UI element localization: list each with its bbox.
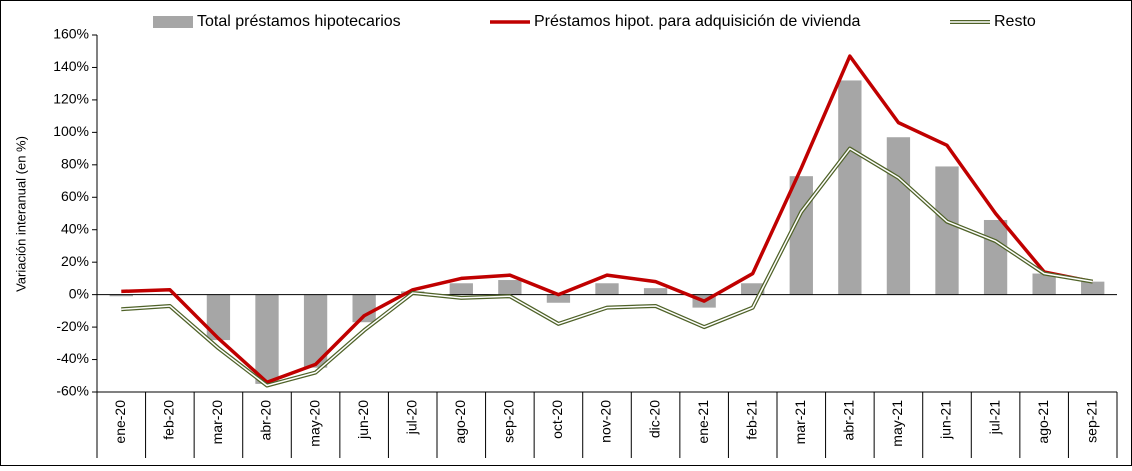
x-tick-label: nov-20 (598, 400, 614, 443)
x-tick-label: jul-21 (986, 400, 1002, 435)
x-tick-label: jun-21 (938, 400, 954, 440)
y-tick-label: 0% (69, 285, 89, 301)
x-tick-label: mar-20 (209, 400, 225, 445)
y-tick-label: 140% (53, 58, 89, 74)
bar (546, 294, 571, 303)
y-tick-label: -40% (56, 350, 89, 366)
x-tick-label: feb-21 (743, 400, 759, 440)
legend-label: Resto (994, 13, 1036, 30)
x-tick-label: may-20 (306, 400, 322, 447)
bar (352, 294, 376, 323)
bar (983, 219, 1008, 295)
bar (109, 294, 133, 297)
x-tick-label: sep-21 (1083, 400, 1099, 443)
bar (206, 294, 231, 341)
x-tick-label: mar-21 (792, 400, 808, 445)
x-tick-label: abr-20 (258, 400, 274, 441)
x-tick-label: may-21 (889, 400, 905, 447)
x-tick-label: abr-21 (841, 400, 857, 441)
y-tick-label: 120% (53, 91, 89, 107)
y-tick-label: 20% (61, 253, 89, 269)
y-axis-label: Variación interanual (en %) (13, 136, 28, 292)
bar (643, 288, 668, 295)
bar (1081, 281, 1105, 295)
line-inner (121, 147, 1093, 387)
bar (1032, 273, 1056, 295)
bar (255, 294, 279, 384)
bar (886, 137, 911, 295)
x-tick-label: jul-20 (403, 400, 419, 435)
x-tick-label: ago-21 (1035, 400, 1051, 444)
x-tick-label: jun-20 (355, 400, 371, 440)
legend-label: Total préstamos hipotecarios (197, 13, 401, 30)
x-tick-label: dic-20 (646, 400, 662, 438)
bar (595, 283, 619, 295)
y-tick-label: 40% (61, 220, 89, 236)
bar (838, 80, 862, 295)
line-series (121, 54, 1094, 385)
y-tick-label: 80% (61, 156, 89, 172)
y-tick-label: -60% (56, 383, 89, 399)
y-tick-label: 100% (53, 123, 89, 139)
y-tick-label: -20% (56, 318, 89, 334)
y-tick-label: 160% (53, 26, 89, 42)
legend-label: Préstamos hipot. para adquisición de viv… (534, 13, 861, 30)
x-tick-label: ene-20 (112, 400, 128, 444)
x-tick-label: ene-21 (695, 400, 711, 444)
x-tick-label: ago-20 (452, 400, 468, 444)
x-tick-label: oct-20 (549, 400, 565, 439)
bar (303, 294, 328, 368)
x-tick-label: feb-20 (161, 400, 177, 440)
bar (935, 166, 959, 295)
bar (498, 280, 522, 295)
bar (789, 176, 813, 295)
x-tick-label: sep-20 (501, 400, 517, 443)
y-tick-label: 60% (61, 188, 89, 204)
bar (741, 283, 765, 295)
bar (449, 283, 473, 295)
legend-swatch (153, 16, 193, 28)
